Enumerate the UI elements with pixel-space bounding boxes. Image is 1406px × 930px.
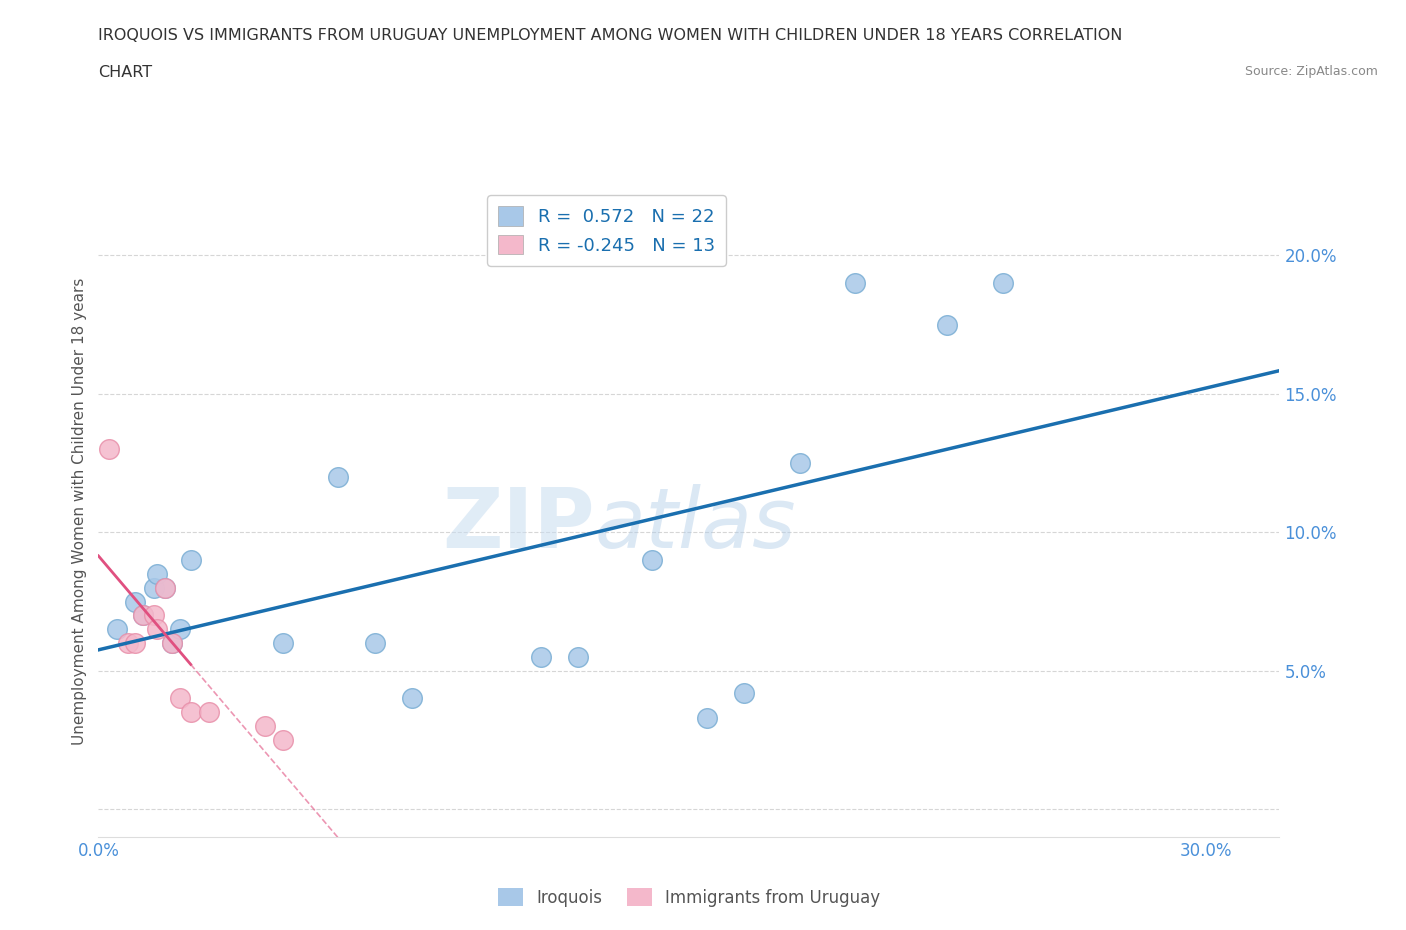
Text: atlas: atlas	[595, 484, 796, 565]
Point	[142, 580, 165, 595]
Point	[117, 635, 139, 650]
Text: ZIP: ZIP	[441, 484, 595, 565]
Text: Source: ZipAtlas.com: Source: ZipAtlas.com	[1244, 65, 1378, 78]
Point	[169, 622, 191, 637]
Point	[162, 635, 183, 650]
Point	[198, 705, 221, 720]
Y-axis label: Unemployment Among Women with Children Under 18 years: Unemployment Among Women with Children U…	[72, 278, 87, 745]
Point	[153, 580, 176, 595]
Point	[364, 635, 387, 650]
Point	[401, 691, 423, 706]
Point	[844, 275, 866, 290]
Point	[271, 635, 294, 650]
Text: IROQUOIS VS IMMIGRANTS FROM URUGUAY UNEMPLOYMENT AMONG WOMEN WITH CHILDREN UNDER: IROQUOIS VS IMMIGRANTS FROM URUGUAY UNEM…	[98, 28, 1123, 43]
Point	[105, 622, 128, 637]
Point	[936, 317, 959, 332]
Text: CHART: CHART	[98, 65, 152, 80]
Point	[98, 442, 121, 457]
Point	[146, 622, 169, 637]
Point	[132, 608, 155, 623]
Point	[169, 691, 191, 706]
Point	[991, 275, 1014, 290]
Point	[142, 608, 165, 623]
Point	[124, 635, 146, 650]
Point	[567, 649, 589, 664]
Point	[132, 608, 155, 623]
Point	[733, 685, 755, 700]
Point	[328, 470, 350, 485]
Point	[789, 456, 811, 471]
Point	[253, 719, 276, 734]
Point	[124, 594, 146, 609]
Point	[180, 552, 202, 567]
Point	[180, 705, 202, 720]
Point	[641, 552, 664, 567]
Legend: Iroquois, Immigrants from Uruguay: Iroquois, Immigrants from Uruguay	[491, 882, 887, 913]
Point	[162, 635, 183, 650]
Point	[696, 711, 718, 725]
Point	[146, 566, 169, 581]
Point	[153, 580, 176, 595]
Point	[271, 733, 294, 748]
Point	[530, 649, 553, 664]
